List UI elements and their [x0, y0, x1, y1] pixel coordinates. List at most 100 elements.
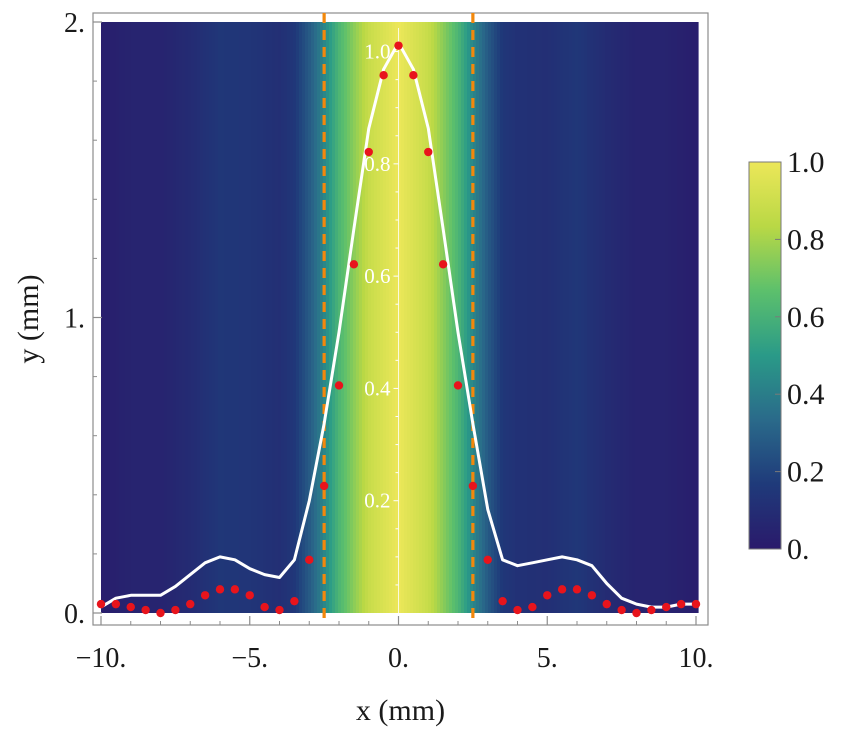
measurement-point	[453, 381, 463, 390]
measurement-point	[647, 605, 656, 615]
heatmap-strip	[221, 22, 225, 613]
heatmap-strip	[695, 22, 699, 613]
heatmap-strip	[344, 22, 348, 613]
heatmap-strip	[110, 22, 114, 613]
heatmap-strip	[182, 22, 186, 613]
measurement-point	[230, 585, 240, 594]
heatmap-strip	[479, 22, 483, 613]
heatmap-strip	[368, 22, 372, 613]
heatmap-strip	[419, 22, 423, 613]
heatmap-strip	[563, 22, 567, 613]
measurement-point	[156, 608, 165, 618]
heatmap-strip	[602, 22, 606, 613]
heatmap-strip	[401, 22, 405, 613]
heatmap-strip	[488, 22, 492, 613]
inner-scale-label: 0.2	[364, 489, 390, 513]
heatmap-strip	[329, 22, 333, 613]
heatmap-strip	[332, 22, 336, 613]
heatmap-strip	[152, 22, 156, 613]
heatmap-strip	[362, 22, 366, 613]
heatmap-strip	[623, 22, 627, 613]
heatmap-strip	[680, 22, 684, 613]
heatmap-strip	[689, 22, 693, 613]
heatmap-strip	[380, 22, 384, 613]
measurement-point	[632, 608, 641, 618]
measurement-point	[305, 555, 314, 565]
heatmap-strip	[134, 22, 138, 613]
heatmap-strip	[626, 22, 630, 613]
heatmap-strip	[119, 22, 123, 613]
measurement-point	[409, 70, 418, 80]
heatmap-strip	[350, 22, 354, 613]
heatmap-strip	[296, 22, 300, 613]
measurement-point	[662, 602, 671, 612]
heatmap-strip	[659, 22, 663, 613]
heatmap-strip	[500, 22, 504, 613]
heatmap-strip	[188, 22, 192, 613]
heatmap-strip	[185, 22, 189, 613]
measurement-point	[528, 602, 537, 612]
heatmap-strip	[245, 22, 249, 613]
colorbar-tick-label: 0.8	[787, 223, 825, 256]
heatmap-strip	[542, 22, 546, 613]
heatmap-strip	[203, 22, 207, 613]
measurement-point	[572, 585, 582, 594]
heatmap-strip	[281, 22, 285, 613]
heatmap-strip	[533, 22, 537, 613]
heatmap-strip	[458, 22, 462, 613]
heatmap-strip	[287, 22, 291, 613]
measurement-point	[617, 605, 626, 615]
heatmap-strip	[227, 22, 231, 613]
heatmap-strip	[374, 22, 378, 613]
measurement-point	[379, 70, 388, 80]
heatmap-strip	[140, 22, 144, 613]
reference-lines	[322, 13, 475, 625]
heatmap-strip	[299, 22, 303, 613]
heatmap-strip	[437, 22, 441, 613]
colorbar: 0. 0.2 0.4 0.6 0.8 1.0	[748, 146, 825, 566]
heatmap-strip	[341, 22, 345, 613]
y-axis: 0. 1. 2.	[64, 8, 102, 630]
heatmap-strip	[218, 22, 222, 613]
heatmap-strip	[686, 22, 690, 613]
heatmap-strip	[275, 22, 279, 613]
heatmap-strip	[410, 22, 414, 613]
measurement-point	[468, 481, 478, 491]
heatmap-strip	[347, 22, 351, 613]
heatmap-strip	[212, 22, 216, 613]
measurement-point	[498, 596, 507, 606]
inner-scale-label: 0.4	[364, 376, 391, 400]
heatmap-strip	[677, 22, 681, 613]
heatmap-strip	[389, 22, 393, 613]
heatmap-strip	[440, 22, 444, 613]
heatmap-strip	[506, 22, 510, 613]
heatmap-strip	[266, 22, 270, 613]
heatmap-strip	[164, 22, 168, 613]
heatmap-strip	[158, 22, 162, 613]
heatmap-strip	[473, 22, 477, 613]
heatmap-strip	[326, 22, 330, 613]
heatmap-strip	[386, 22, 390, 613]
heatmap-strip	[614, 22, 618, 613]
heatmap-strip	[269, 22, 273, 613]
measurement-point	[394, 41, 403, 50]
heatmap-strip	[503, 22, 507, 613]
measurement-point	[334, 381, 344, 390]
heatmap-strip	[254, 22, 258, 613]
heatmap-strip	[413, 22, 417, 613]
heatmap-strip	[215, 22, 219, 613]
heatmap-strip	[236, 22, 240, 613]
heatmap-strip	[524, 22, 528, 613]
colorbar-bar	[748, 161, 782, 550]
heatmap-strip	[572, 22, 576, 613]
heatmap-strip	[551, 22, 555, 613]
colorbar-tick-label: 0.	[787, 533, 810, 566]
heatmap-strip	[416, 22, 420, 613]
heatmap-strip	[176, 22, 180, 613]
heatmap-strip	[197, 22, 201, 613]
heatmap-strip	[461, 22, 465, 613]
heatmap-strip	[335, 22, 339, 613]
heatmap-strip	[392, 22, 396, 613]
heatmap-strip	[290, 22, 294, 613]
